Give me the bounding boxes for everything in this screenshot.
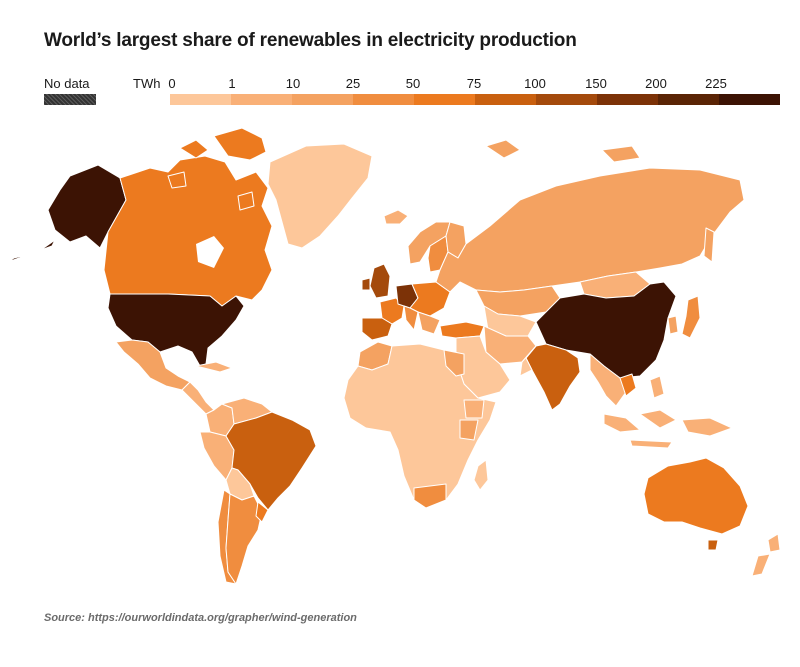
legend-color-bar (170, 94, 780, 105)
region-brazil (225, 411, 317, 511)
region-indonesia (629, 439, 673, 449)
region-iceland (383, 209, 409, 225)
region-canada (237, 191, 255, 211)
region-new-zealand (751, 553, 771, 577)
legend-tick-150: 150 (585, 76, 607, 91)
region-vietnam (619, 373, 637, 397)
region-middle-east (519, 345, 537, 377)
region-ethiopia (463, 399, 485, 419)
legend-swatch-7 (597, 94, 658, 105)
region-indonesia (681, 417, 733, 437)
region-russia (485, 139, 521, 159)
legend-swatch-0 (170, 94, 231, 105)
region-africa (343, 343, 497, 509)
region-kazakhstan (417, 311, 441, 335)
region-alaska (7, 239, 56, 263)
legend-swatch-9 (719, 94, 780, 105)
region-turkey (439, 321, 485, 339)
legend-no-data-label: No data (44, 76, 90, 91)
source-note: Source: https://ourworldindata.org/graph… (44, 612, 357, 624)
region-central-america (195, 361, 233, 373)
region-philippines (649, 375, 665, 399)
region-indonesia (603, 413, 641, 433)
region-sweden (403, 305, 419, 331)
region-uruguay (255, 501, 269, 523)
legend-tick-0: 0 (168, 76, 176, 91)
legend-tick-labels: 0 1 10 25 50 75 100 150 200 225 (0, 76, 800, 92)
region-egypt (443, 349, 465, 377)
region-new-zealand (767, 533, 781, 553)
legend-swatch-5 (475, 94, 536, 105)
legend-tick-75: 75 (466, 76, 482, 91)
region-russia (435, 167, 745, 293)
legend-tick-50: 50 (405, 76, 421, 91)
region-southeast-asia (589, 353, 627, 407)
region-korea (667, 315, 679, 335)
region-greenland (267, 143, 373, 249)
region-kenya (459, 419, 479, 441)
region-united-kingdom (369, 263, 391, 299)
region-south-africa (413, 483, 447, 509)
region-alaska (47, 164, 127, 249)
region-canada (179, 139, 209, 159)
region-spain (361, 317, 393, 341)
legend-tick-225: 225 (705, 76, 727, 91)
region-japan (681, 295, 701, 339)
region-madagascar (473, 459, 489, 491)
region-united-kingdom (361, 277, 371, 291)
legend-tick-1: 1 (228, 76, 236, 91)
region-tasmania (707, 539, 719, 551)
world-map (7, 127, 781, 585)
legend-tick-200: 200 (645, 76, 667, 91)
region-canada (167, 171, 187, 189)
legend-swatch-8 (658, 94, 719, 105)
legend-tick-10: 10 (285, 76, 301, 91)
legend-tick-25: 25 (345, 76, 361, 91)
legend-swatch-4 (414, 94, 475, 105)
region-russia (703, 227, 715, 263)
region-mexico (115, 339, 191, 391)
legend-swatch-6 (536, 94, 597, 105)
legend-tick-100: 100 (524, 76, 546, 91)
region-australia (643, 457, 749, 535)
region-canada (213, 127, 267, 161)
region-russia (601, 145, 641, 163)
legend-no-data-swatch (44, 94, 96, 105)
region-canada (103, 155, 273, 307)
legend-swatch-1 (231, 94, 292, 105)
legend-swatch-2 (292, 94, 353, 105)
region-india (525, 343, 581, 411)
map-title: World’s largest share of renewables in e… (44, 30, 577, 51)
region-argentina (225, 493, 263, 585)
region-indonesia (639, 409, 677, 429)
legend-swatch-3 (353, 94, 414, 105)
legend-unit-label: TWh (133, 76, 161, 91)
region-central-america (181, 381, 215, 415)
